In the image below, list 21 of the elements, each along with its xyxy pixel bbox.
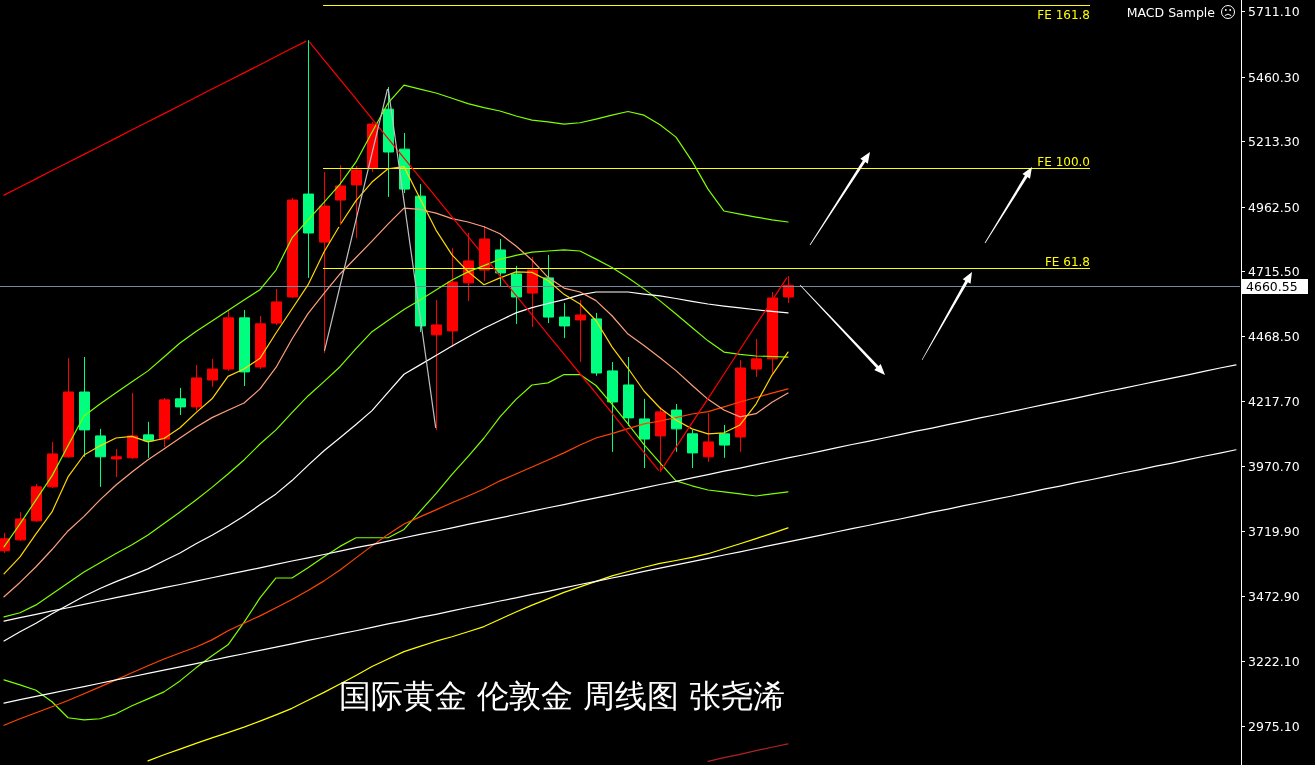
y-tick-label: 3719.90: [1248, 524, 1300, 539]
y-tick-label: 5711.10: [1248, 4, 1300, 19]
line-series: [707, 743, 789, 762]
y-tick-label: 4962.50: [1248, 200, 1300, 215]
y-tick-label: 4468.50: [1248, 329, 1300, 344]
y-tick-label: 4217.70: [1248, 394, 1300, 409]
y-tick-label: 3222.10: [1248, 654, 1300, 669]
ref-line-label: FE 100.0: [1037, 154, 1090, 169]
y-tick-label: 3970.70: [1248, 459, 1300, 474]
ref-line-label: FE 61.8: [1044, 254, 1090, 269]
ref-line-label: FE 161.8: [1037, 7, 1090, 22]
ref-line-label: 4660.55: [1246, 279, 1298, 294]
line-series: [3, 249, 789, 618]
y-tick-label: 2975.10: [1248, 719, 1300, 734]
line-series: [147, 527, 789, 762]
y-tick-label: 5460.30: [1248, 70, 1300, 85]
y-tick-label: 4715.50: [1248, 264, 1300, 279]
y-tick-label: 5213.30: [1248, 134, 1300, 149]
text: 国际黄金 伦敦金 周线图 张尧浠: [338, 677, 786, 715]
y-tick-label: 3472.90: [1248, 589, 1300, 604]
annotation: MACD Sample: [1126, 4, 1216, 20]
